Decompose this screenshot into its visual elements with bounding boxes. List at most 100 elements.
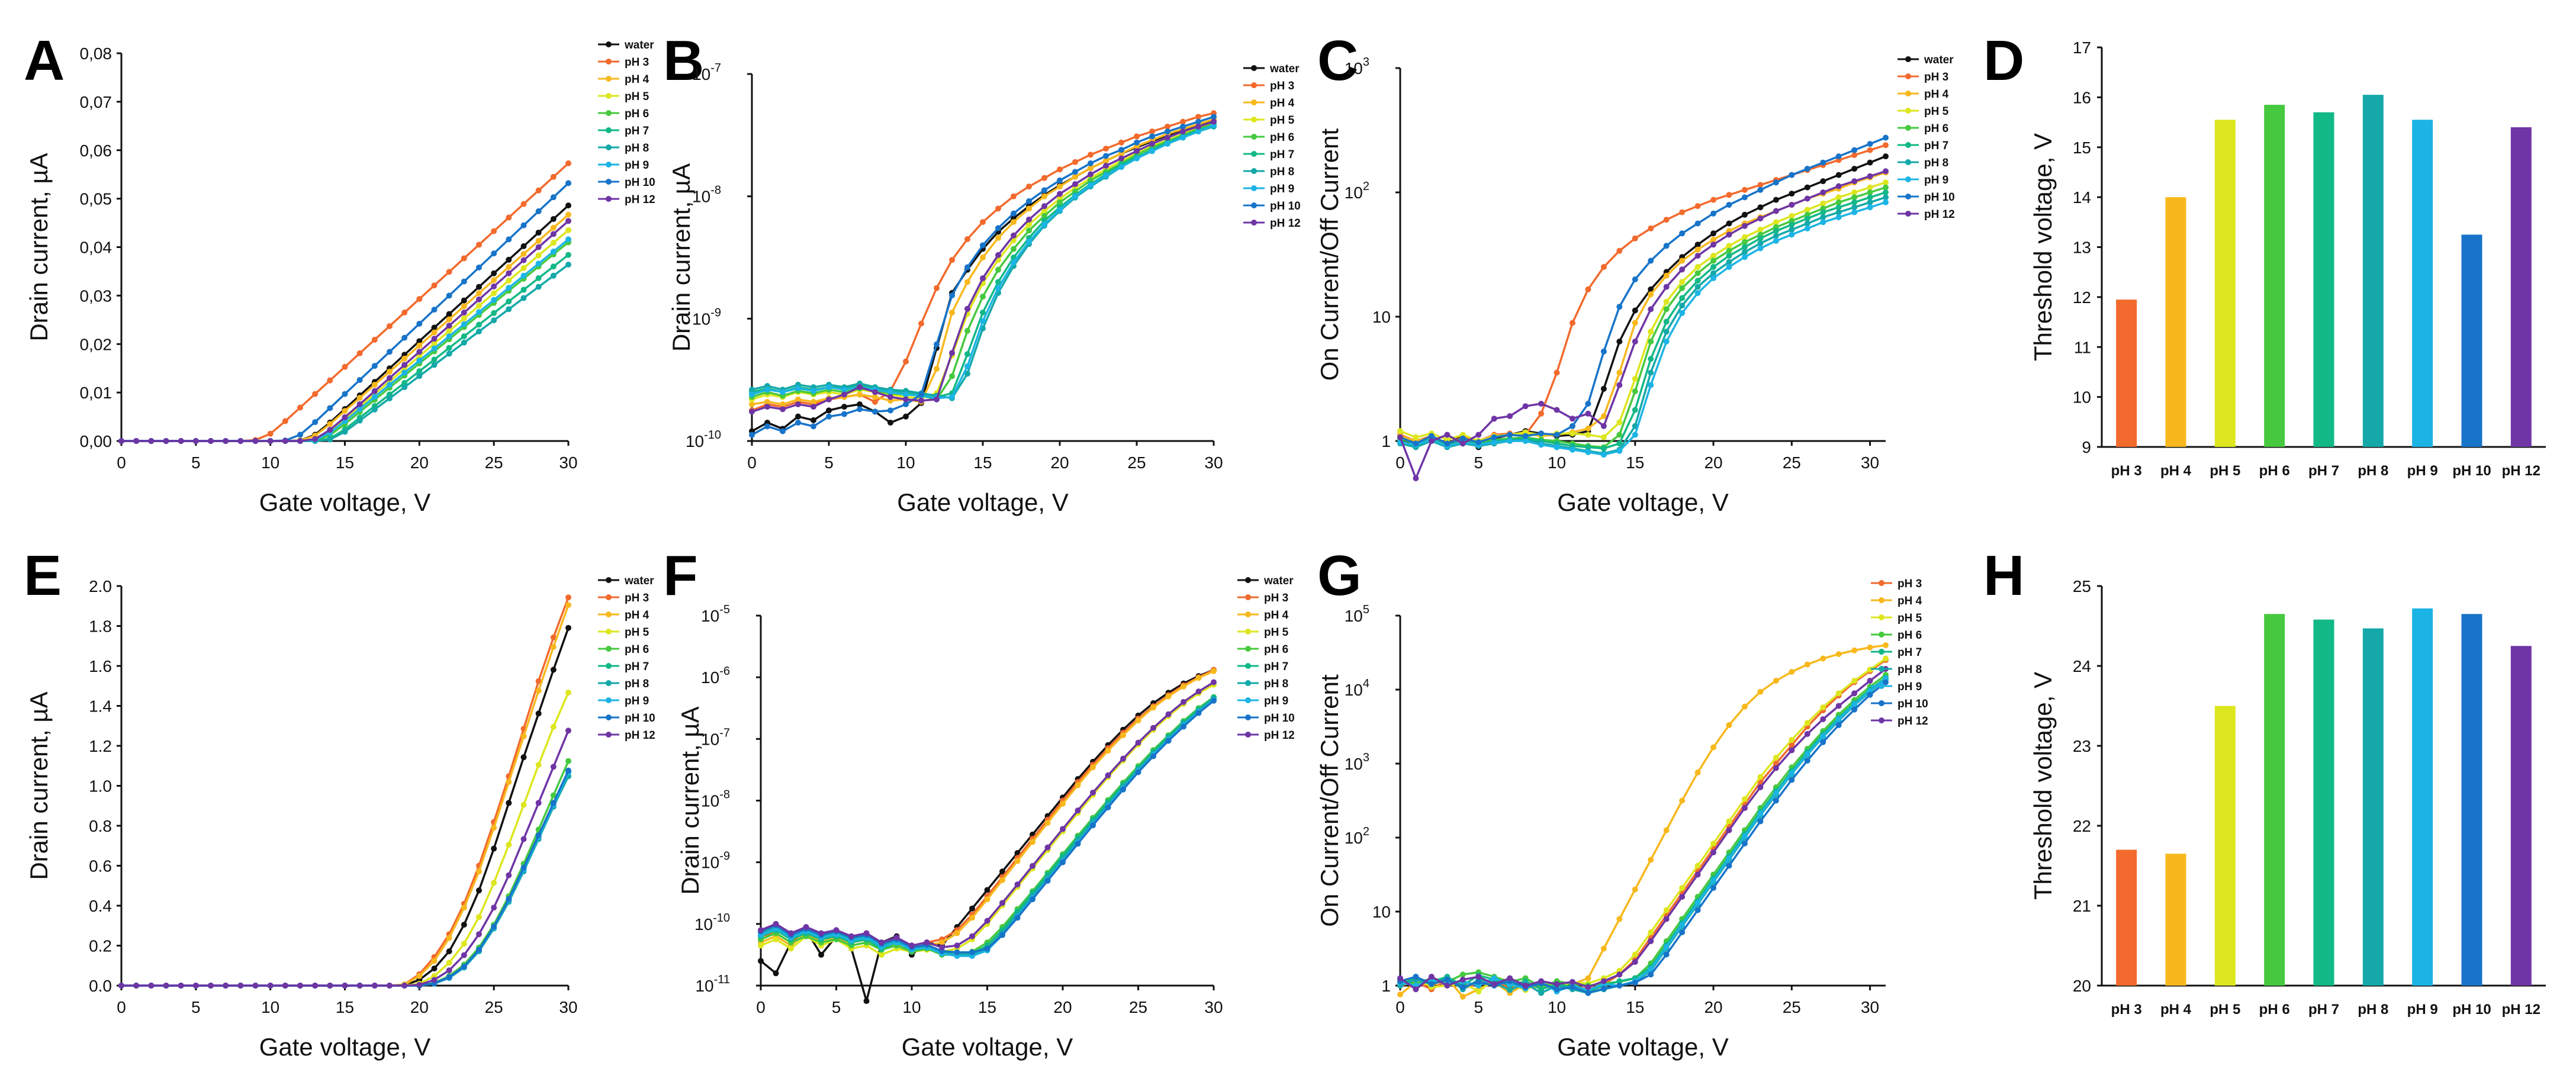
legend-label-ph-5: pH 5 bbox=[625, 91, 649, 103]
data-point bbox=[461, 904, 467, 911]
data-point bbox=[520, 250, 527, 257]
legend-marker-ph-12 bbox=[1251, 220, 1257, 226]
x-tick-label: 25 bbox=[1783, 998, 1801, 1016]
y-tick-label: 1 bbox=[1381, 977, 1391, 995]
data-point bbox=[416, 296, 423, 302]
legend-marker-ph-7 bbox=[1905, 142, 1911, 148]
series-line-ph-4 bbox=[760, 670, 1214, 950]
x-tick-label: 20 bbox=[410, 998, 429, 1016]
data-point bbox=[833, 927, 840, 934]
series-line-ph-12 bbox=[760, 681, 1214, 949]
data-point bbox=[1726, 220, 1732, 227]
legend-label-ph-5: pH 5 bbox=[1270, 114, 1295, 127]
data-point bbox=[401, 384, 408, 391]
data-point bbox=[1011, 210, 1017, 217]
data-point bbox=[1663, 916, 1670, 922]
legend-label-ph-7: pH 7 bbox=[625, 661, 649, 673]
data-point bbox=[565, 211, 571, 218]
legend-marker-ph-5 bbox=[606, 629, 612, 635]
data-point bbox=[1428, 974, 1435, 980]
legend-label-ph-9: pH 9 bbox=[1264, 695, 1288, 707]
data-point bbox=[1679, 266, 1686, 273]
legend-marker-water bbox=[1251, 65, 1257, 71]
legend-marker-ph-7 bbox=[1245, 663, 1251, 669]
legend-label-ph-9: pH 9 bbox=[1924, 174, 1948, 186]
x-tick-label: 5 bbox=[824, 453, 834, 472]
category-label-ph-7: pH 7 bbox=[2308, 463, 2339, 479]
data-point bbox=[565, 758, 571, 764]
data-point bbox=[1851, 701, 1858, 707]
data-point bbox=[550, 248, 557, 255]
panel-letter-a: A bbox=[24, 29, 65, 92]
data-point bbox=[535, 275, 542, 281]
data-point bbox=[550, 643, 557, 650]
data-point bbox=[1600, 413, 1607, 419]
series-line-ph-4 bbox=[751, 118, 1214, 405]
legend-label-ph-4: pH 4 bbox=[1924, 88, 1949, 101]
data-point bbox=[1014, 915, 1021, 921]
x-tick-label: 5 bbox=[1474, 453, 1483, 472]
data-point bbox=[1538, 410, 1545, 417]
data-point bbox=[1694, 253, 1701, 259]
data-point bbox=[1600, 978, 1607, 984]
data-point bbox=[1195, 675, 1202, 681]
bar-ph-10 bbox=[2461, 234, 2482, 447]
data-point bbox=[1804, 731, 1810, 737]
data-point bbox=[1105, 772, 1111, 778]
data-point bbox=[446, 974, 452, 980]
data-point bbox=[1072, 169, 1078, 175]
data-point bbox=[565, 767, 571, 774]
y-axis-title: Drain current, µA bbox=[25, 691, 53, 880]
legend-marker-ph-10 bbox=[606, 179, 612, 185]
data-point bbox=[506, 779, 512, 786]
data-point bbox=[1134, 139, 1140, 146]
data-point bbox=[1710, 257, 1717, 264]
data-point bbox=[872, 389, 878, 395]
data-point bbox=[1663, 306, 1670, 313]
bar-ph-10 bbox=[2461, 614, 2482, 986]
series-line-ph-12 bbox=[121, 730, 570, 987]
data-point bbox=[1413, 974, 1419, 980]
data-point bbox=[1648, 225, 1654, 231]
data-point bbox=[1538, 990, 1545, 996]
x-tick-label: 15 bbox=[336, 998, 354, 1016]
legend-label-ph-3: pH 3 bbox=[1264, 592, 1288, 604]
y-tick-label: 10-10 bbox=[686, 429, 721, 450]
series-ph-7 bbox=[118, 770, 571, 989]
data-point bbox=[1120, 755, 1126, 762]
data-point bbox=[1632, 339, 1638, 345]
x-tick-label: 30 bbox=[1204, 453, 1223, 472]
data-point bbox=[841, 387, 847, 393]
data-point bbox=[1820, 655, 1826, 662]
data-point bbox=[980, 275, 986, 282]
series-ph-7 bbox=[1397, 675, 1889, 994]
data-point bbox=[267, 438, 274, 444]
data-point bbox=[879, 951, 885, 958]
data-point bbox=[550, 194, 557, 201]
y-tick-label: 10-8 bbox=[692, 184, 721, 206]
data-point bbox=[1088, 165, 1094, 172]
data-point bbox=[1491, 416, 1497, 422]
data-point bbox=[984, 945, 990, 952]
series-ph-12 bbox=[758, 679, 1217, 951]
data-point bbox=[550, 667, 557, 673]
data-point bbox=[1694, 264, 1701, 270]
legend-marker-ph-3 bbox=[1251, 82, 1257, 88]
data-point bbox=[1088, 160, 1094, 166]
data-point bbox=[506, 800, 512, 806]
data-point bbox=[780, 389, 786, 395]
data-point bbox=[1679, 257, 1686, 264]
data-point bbox=[1757, 784, 1764, 790]
data-point bbox=[1694, 242, 1701, 248]
data-point bbox=[1538, 401, 1545, 407]
data-point bbox=[1057, 177, 1063, 184]
series-line-ph-8 bbox=[751, 125, 1214, 400]
data-point bbox=[208, 983, 214, 989]
data-point bbox=[1710, 885, 1717, 891]
data-point bbox=[1181, 723, 1186, 730]
x-axis-title: Gate voltage, V bbox=[902, 1033, 1073, 1061]
data-point bbox=[1538, 978, 1545, 984]
data-point bbox=[446, 316, 452, 323]
data-point bbox=[356, 983, 363, 989]
y-tick-label: 23 bbox=[2073, 737, 2091, 755]
